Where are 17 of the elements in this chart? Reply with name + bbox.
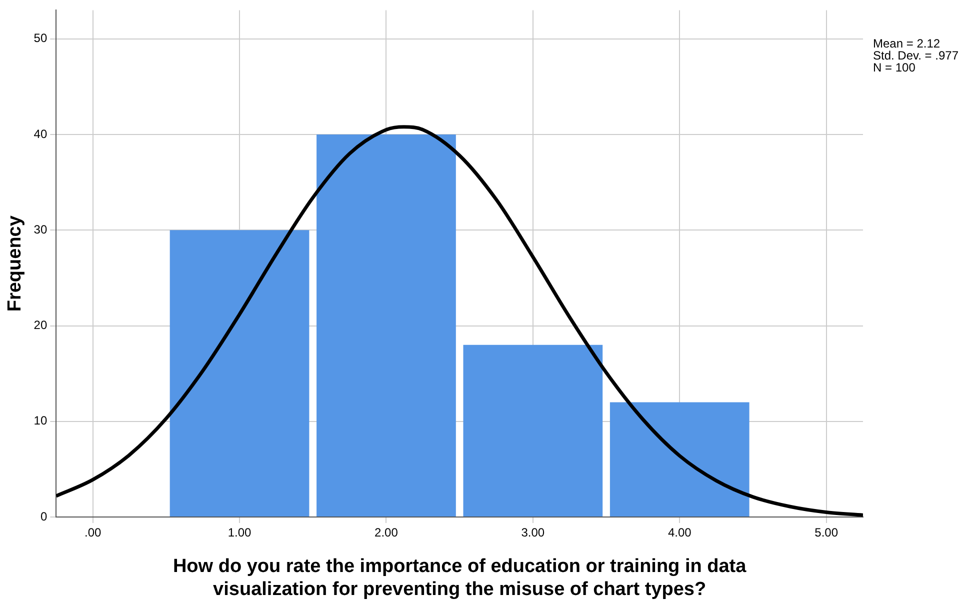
- x-tick-label: 1.00: [228, 526, 252, 540]
- y-tick-label: 0: [40, 509, 48, 524]
- y-tick-label: 20: [34, 318, 48, 332]
- x-tick-label: .00: [84, 526, 102, 540]
- y-tick-label: 40: [34, 126, 48, 141]
- x-axis-title: How do you rate the importance of education or training in data visualization for preventing the misuse of chart types?: [172, 556, 747, 600]
- y-tick-label: 10: [34, 414, 48, 428]
- y-tick-label: 30: [34, 222, 48, 236]
- y-tick-label: 50: [34, 31, 48, 46]
- x-tick-label: 3.00: [521, 526, 545, 540]
- y-axis-title: Frequency: [4, 215, 26, 312]
- x-tick-label: 2.00: [374, 526, 398, 540]
- text: Std. Dev. = .977: [873, 48, 959, 63]
- x-tick-label: 5.00: [814, 526, 838, 540]
- x-tick-label: 4.00: [668, 526, 692, 540]
- text: N = 100: [873, 60, 916, 75]
- text: Mean = 2.12: [873, 36, 940, 51]
